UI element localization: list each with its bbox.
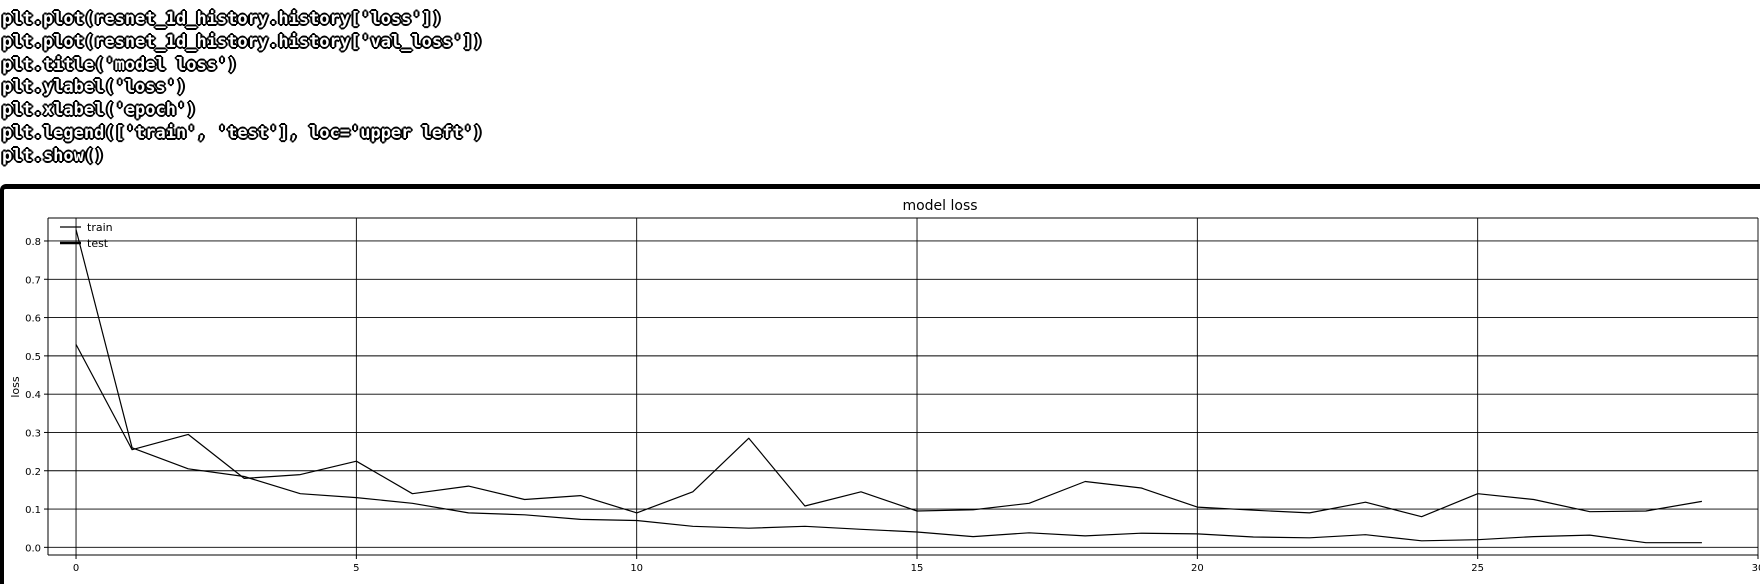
code-line: plt.show() xyxy=(2,145,105,166)
y-tick-label: 0.5 xyxy=(25,352,41,363)
x-tick-label: 15 xyxy=(911,563,924,574)
chart-title: model loss xyxy=(902,198,977,214)
legend-label-test: test xyxy=(87,237,109,250)
y-tick-label: 0.6 xyxy=(25,314,41,325)
code-line: plt.title('model loss') xyxy=(2,54,238,75)
code-line: plt.plot(resnet_1d_history.history['val_… xyxy=(2,31,484,52)
axes-layer: 0.0 0.1 0.2 0.3 0.4 0.5 0.6 0.7 0.8 0 5 10 15 20 25 30 xyxy=(25,217,1760,574)
x-tick-label: 5 xyxy=(353,563,359,574)
y-tick-label: 0.1 xyxy=(25,505,41,516)
x-tick-label: 0 xyxy=(73,563,79,574)
code-line: plt.ylabel('loss') xyxy=(2,77,187,98)
legend: train test xyxy=(60,221,113,250)
y-tick-label: 0.7 xyxy=(25,275,41,286)
code-cell: plt.plot(resnet_1d_history.history['loss… xyxy=(2,8,483,168)
series-line-test xyxy=(75,344,1703,518)
plot-output-frame xyxy=(0,184,1760,584)
x-tick-label: 25 xyxy=(1471,563,1484,574)
code-line: plt.legend(['train', 'test'], loc='upper… xyxy=(2,122,484,143)
y-axis-label: loss xyxy=(9,376,22,398)
y-tick-label: 0.0 xyxy=(25,543,41,554)
x-tick-label: 20 xyxy=(1191,563,1204,574)
y-tick-label: 0.8 xyxy=(25,237,41,248)
code-line: plt.xlabel('epoch') xyxy=(2,100,197,121)
x-tick-label: 30 xyxy=(1752,563,1760,574)
y-tick-label: 0.2 xyxy=(25,467,41,478)
series-line-train xyxy=(75,229,1702,544)
series-layer xyxy=(75,229,1703,544)
code-line: plt.plot(resnet_1d_history.history['loss… xyxy=(2,9,443,29)
grid-layer xyxy=(48,218,1759,555)
x-tick-label: 10 xyxy=(630,563,643,574)
legend-label-train: train xyxy=(87,221,113,234)
y-tick-label: 0.4 xyxy=(25,390,41,401)
y-tick-label: 0.3 xyxy=(25,428,41,439)
